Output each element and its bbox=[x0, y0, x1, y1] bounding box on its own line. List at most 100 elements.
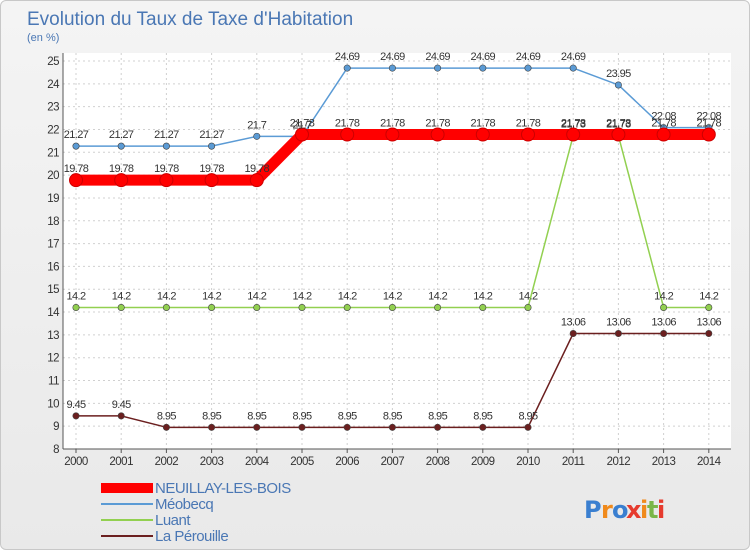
data-label: 13.06 bbox=[606, 317, 631, 329]
data-label: 19.78 bbox=[64, 163, 89, 175]
data-label: 24.69 bbox=[335, 51, 360, 63]
data-label: 21.78 bbox=[651, 117, 676, 129]
series-point bbox=[298, 303, 306, 311]
y-tick-label: 10 bbox=[47, 398, 59, 410]
series-point bbox=[521, 127, 535, 142]
data-label: 14.2 bbox=[157, 290, 176, 302]
data-label: 24.69 bbox=[380, 51, 405, 63]
data-label: 21.7 bbox=[292, 119, 311, 131]
series-point bbox=[479, 423, 487, 431]
x-tick-label: 2004 bbox=[245, 456, 270, 468]
data-label: 8.95 bbox=[247, 410, 266, 422]
data-label: 24.69 bbox=[471, 51, 496, 63]
x-tick-label: 2009 bbox=[471, 456, 495, 468]
x-tick-label: 2008 bbox=[426, 456, 450, 468]
axes: 8 9 10 11 12 13 14 15 16 17 18 19 20 21 22 23 24 25 2000 20… bbox=[47, 53, 731, 468]
series-point bbox=[475, 127, 490, 142]
data-label: 8.95 bbox=[338, 410, 357, 422]
data-label: 8.95 bbox=[383, 410, 402, 422]
y-tick-label: 8 bbox=[53, 444, 59, 456]
data-label: 21.78 bbox=[380, 117, 405, 129]
series-point bbox=[69, 173, 83, 188]
y-tick-label: 14 bbox=[47, 307, 60, 319]
data-label: 13.06 bbox=[561, 317, 586, 329]
data-label: 8.95 bbox=[157, 410, 176, 422]
series-point bbox=[705, 330, 713, 338]
legend-label-1: Méobecq bbox=[155, 496, 213, 513]
series-point bbox=[614, 81, 622, 89]
logo-letter: P bbox=[584, 496, 602, 524]
x-tick-label: 2001 bbox=[109, 456, 133, 468]
series-point bbox=[524, 423, 532, 431]
data-label: 21.78 bbox=[561, 117, 586, 129]
series-point bbox=[388, 64, 396, 72]
data-label: 19.78 bbox=[199, 163, 224, 175]
data-label: 21.78 bbox=[425, 117, 450, 129]
y-tick-label: 9 bbox=[53, 421, 59, 433]
data-label: 14.2 bbox=[699, 290, 718, 302]
series-point bbox=[162, 423, 170, 431]
series-point bbox=[298, 423, 306, 431]
series-point bbox=[72, 412, 80, 420]
y-tick-label: 12 bbox=[47, 353, 59, 365]
x-tick-label: 2000 bbox=[64, 456, 88, 468]
series-point bbox=[705, 303, 713, 311]
plot-area bbox=[63, 53, 731, 449]
series-point bbox=[253, 423, 261, 431]
data-label: 9.45 bbox=[66, 399, 85, 411]
series-point bbox=[614, 330, 622, 338]
series-point bbox=[343, 423, 351, 431]
series-point bbox=[430, 127, 445, 142]
legend-label-2: Luant bbox=[155, 512, 191, 529]
series-point bbox=[611, 127, 626, 142]
data-label: 14.2 bbox=[112, 290, 131, 302]
data-label: 21.78 bbox=[606, 117, 631, 129]
data-label: 14.2 bbox=[66, 290, 85, 302]
logo-letter: r bbox=[601, 496, 613, 524]
y-tick-label: 23 bbox=[47, 102, 59, 114]
logo-letter: o bbox=[612, 496, 629, 524]
data-label: 8.95 bbox=[473, 410, 492, 422]
y-tick-label: 20 bbox=[47, 170, 59, 182]
data-label: 21.27 bbox=[154, 129, 179, 141]
series-point bbox=[434, 64, 442, 72]
data-label: 14.2 bbox=[428, 290, 447, 302]
series-point bbox=[479, 64, 487, 72]
data-label: 14.2 bbox=[247, 290, 266, 302]
legend-label-3: La Pérouille bbox=[155, 528, 228, 545]
series-point bbox=[295, 127, 309, 142]
data-label: 21.78 bbox=[290, 117, 315, 129]
series-point bbox=[249, 173, 264, 188]
series-point bbox=[701, 127, 716, 142]
data-label: 8.95 bbox=[292, 410, 311, 422]
data-label: 9.45 bbox=[112, 399, 131, 411]
y-tick-label: 21 bbox=[47, 147, 59, 159]
data-label: 14.2 bbox=[383, 290, 402, 302]
logo-letter: i bbox=[657, 496, 665, 524]
data-label: 14.2 bbox=[292, 290, 311, 302]
data-label: 21.73 bbox=[606, 119, 631, 131]
data-label: 13.06 bbox=[697, 317, 722, 329]
series-point bbox=[656, 127, 671, 142]
legend-label-0: NEUILLAY-LES-BOIS bbox=[155, 480, 291, 497]
data-label: 24.69 bbox=[516, 51, 541, 63]
data-label: 22.08 bbox=[651, 111, 676, 123]
x-tick-label: 2007 bbox=[381, 456, 405, 468]
series-point bbox=[72, 303, 80, 311]
series-point bbox=[340, 127, 355, 142]
x-tick-label: 2003 bbox=[200, 456, 224, 468]
series-point bbox=[208, 142, 216, 150]
data-label: 21.78 bbox=[697, 117, 722, 129]
series-point bbox=[385, 127, 400, 142]
data-label: 22.08 bbox=[697, 111, 722, 123]
series-point bbox=[253, 303, 261, 311]
data-label: 21.27 bbox=[64, 129, 89, 141]
series-point bbox=[208, 423, 216, 431]
series-point bbox=[388, 423, 396, 431]
data-label: 19.78 bbox=[109, 163, 134, 175]
data-label: 21.78 bbox=[471, 117, 496, 129]
